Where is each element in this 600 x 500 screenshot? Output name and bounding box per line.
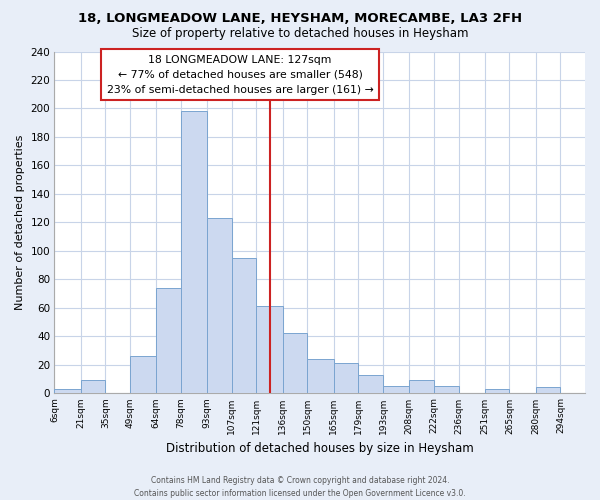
Bar <box>334 363 358 393</box>
Bar <box>485 389 509 393</box>
Bar <box>157 288 181 393</box>
Bar <box>81 380 106 393</box>
Bar <box>232 258 256 393</box>
Bar <box>307 359 334 393</box>
Bar <box>383 386 409 393</box>
Bar <box>55 389 81 393</box>
X-axis label: Distribution of detached houses by size in Heysham: Distribution of detached houses by size … <box>166 442 473 455</box>
Y-axis label: Number of detached properties: Number of detached properties <box>15 134 25 310</box>
Bar <box>434 386 458 393</box>
Bar <box>358 374 383 393</box>
Bar <box>256 306 283 393</box>
Bar <box>283 334 307 393</box>
Bar <box>181 112 208 393</box>
Text: Size of property relative to detached houses in Heysham: Size of property relative to detached ho… <box>132 28 468 40</box>
Text: Contains HM Land Registry data © Crown copyright and database right 2024.
Contai: Contains HM Land Registry data © Crown c… <box>134 476 466 498</box>
Bar <box>409 380 434 393</box>
Bar <box>208 218 232 393</box>
Text: 18 LONGMEADOW LANE: 127sqm
← 77% of detached houses are smaller (548)
23% of sem: 18 LONGMEADOW LANE: 127sqm ← 77% of deta… <box>107 55 374 94</box>
Bar <box>130 356 157 393</box>
Bar <box>536 388 560 393</box>
Text: 18, LONGMEADOW LANE, HEYSHAM, MORECAMBE, LA3 2FH: 18, LONGMEADOW LANE, HEYSHAM, MORECAMBE,… <box>78 12 522 26</box>
